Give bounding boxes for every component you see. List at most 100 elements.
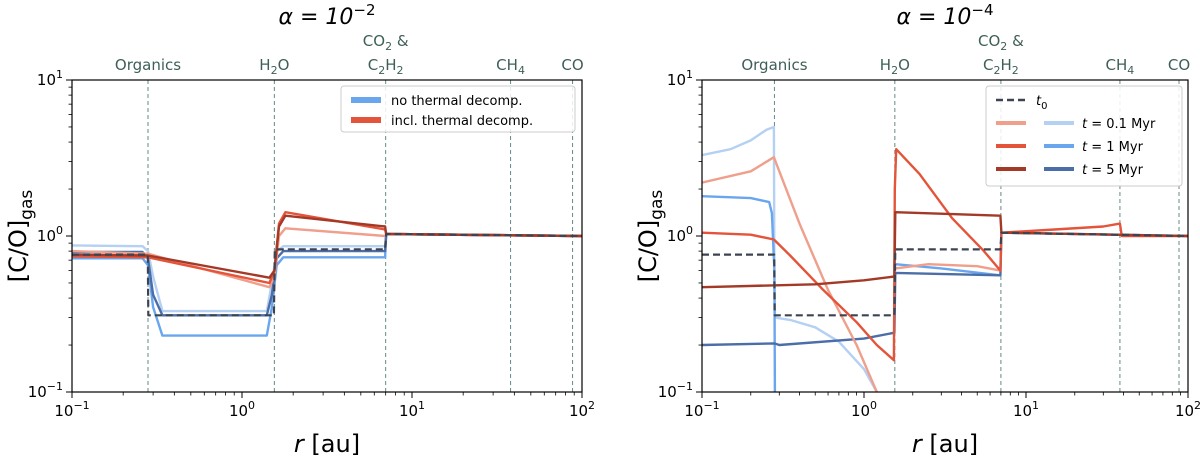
- subscript: 2: [397, 64, 404, 77]
- x-axis-label: r [au]: [912, 430, 978, 458]
- xlabel-unit: [au]: [922, 430, 978, 458]
- title-exp: −2: [353, 1, 375, 19]
- series-line: [72, 232, 582, 317]
- x-tick-label: 100: [851, 399, 877, 420]
- xlabel-var: r: [912, 430, 924, 458]
- snowline-label: CO2 &: [978, 32, 1024, 53]
- y-tick-label: 100: [37, 224, 63, 245]
- tick-exp: 1: [56, 68, 63, 81]
- tick-exp: 0: [686, 224, 693, 237]
- label-part: Organics: [741, 56, 807, 74]
- ylabel-main: [C/O]: [4, 220, 32, 282]
- tick-base: 10: [28, 383, 47, 401]
- snowline-label: Organics: [741, 56, 807, 74]
- label-part: O: [898, 56, 910, 74]
- legend-rest: = 5 Myr: [1087, 163, 1143, 178]
- xlabel-unit: [au]: [304, 430, 360, 458]
- snowline-label: CH4: [496, 56, 525, 77]
- legend-box: [340, 85, 576, 133]
- label-part: Organics: [115, 56, 181, 74]
- x-tick-label: 10−1: [54, 399, 89, 420]
- legend-var: t: [1082, 163, 1088, 178]
- tick-exp: −1: [73, 399, 89, 412]
- label-part: CO: [1168, 56, 1190, 74]
- legend-label: incl. thermal decomp.: [391, 114, 533, 129]
- tick-exp: 2: [588, 399, 595, 412]
- legend-var: t: [1082, 140, 1088, 155]
- x-tick-label: 100: [229, 399, 255, 420]
- tick-base: 10: [684, 402, 703, 420]
- tick-base: 10: [851, 402, 870, 420]
- ylabel-main: [C/O]: [634, 220, 662, 282]
- snowline-label: CO: [561, 56, 583, 74]
- chart-title: α = 10−4: [896, 1, 993, 30]
- subscript: 2: [891, 64, 898, 77]
- series-line: [702, 155, 878, 392]
- ylabel-sub: gas: [17, 190, 37, 220]
- chart-title: α = 10−2: [278, 1, 375, 30]
- series-line: [72, 214, 582, 279]
- series-line: [702, 147, 1188, 362]
- x-tick-label: 102: [1175, 399, 1200, 420]
- label-part: H: [1001, 56, 1012, 74]
- subscript: 2: [385, 40, 392, 53]
- snowline-label: H2O: [880, 56, 910, 77]
- title-text: α = 10: [896, 5, 971, 30]
- title-exp: −4: [971, 1, 993, 19]
- series-line: [72, 232, 582, 337]
- snowline-label: Organics: [115, 56, 181, 74]
- snowline-label: CH4: [1106, 56, 1135, 77]
- y-tick-label: 100: [667, 224, 693, 245]
- tick-base: 10: [54, 402, 73, 420]
- series-line: [702, 231, 1188, 317]
- label-part: O: [278, 56, 290, 74]
- legend-label: no thermal decomp.: [391, 94, 523, 109]
- ylabel-sub: gas: [647, 190, 667, 220]
- x-axis-label: r [au]: [294, 430, 360, 458]
- snowline-label: C2H2: [368, 56, 404, 77]
- legend-box: [985, 85, 1183, 187]
- x-tick-label: 10−1: [684, 399, 719, 420]
- tick-base: 10: [569, 402, 588, 420]
- label-part: CO: [363, 32, 385, 50]
- label-part: H: [385, 56, 396, 74]
- tick-exp: 1: [1032, 399, 1039, 412]
- label-part: H: [880, 56, 891, 74]
- x-tick-label: 101: [1013, 399, 1039, 420]
- xlabel-var: r: [294, 430, 306, 458]
- series-line: [895, 263, 1001, 272]
- label-part: C: [368, 56, 378, 74]
- tick-base: 10: [667, 227, 686, 245]
- tick-exp: −1: [47, 380, 63, 393]
- tick-base: 10: [37, 227, 56, 245]
- subscript: 2: [1000, 40, 1007, 53]
- label-part: CO: [978, 32, 1000, 50]
- tick-base: 10: [1013, 402, 1032, 420]
- subscript: 2: [994, 64, 1001, 77]
- label-part: &: [1012, 32, 1024, 50]
- y-tick-label: 101: [667, 68, 693, 89]
- label-part: CH: [496, 56, 518, 74]
- legend-var: t: [1082, 117, 1088, 132]
- snowline-label: H2O: [259, 56, 289, 77]
- series-group: [702, 125, 1188, 392]
- tick-base: 10: [1175, 402, 1194, 420]
- legend-label: t = 5 Myr: [1082, 163, 1144, 178]
- legend-var: t: [1036, 94, 1042, 109]
- tick-base: 10: [37, 71, 56, 89]
- label-part: C: [983, 56, 993, 74]
- tick-exp: 0: [870, 399, 877, 412]
- tick-exp: 0: [248, 399, 255, 412]
- subscript: 4: [518, 64, 525, 77]
- legend-rest: = 1 Myr: [1087, 140, 1143, 155]
- legend: no thermal decomp. incl. thermal decomp.: [340, 85, 576, 133]
- label-part: CH: [1106, 56, 1128, 74]
- y-tick-label: 101: [37, 68, 63, 89]
- legend-label: t = 0.1 Myr: [1082, 117, 1156, 132]
- tick-base: 10: [658, 383, 677, 401]
- tick-exp: −1: [703, 399, 719, 412]
